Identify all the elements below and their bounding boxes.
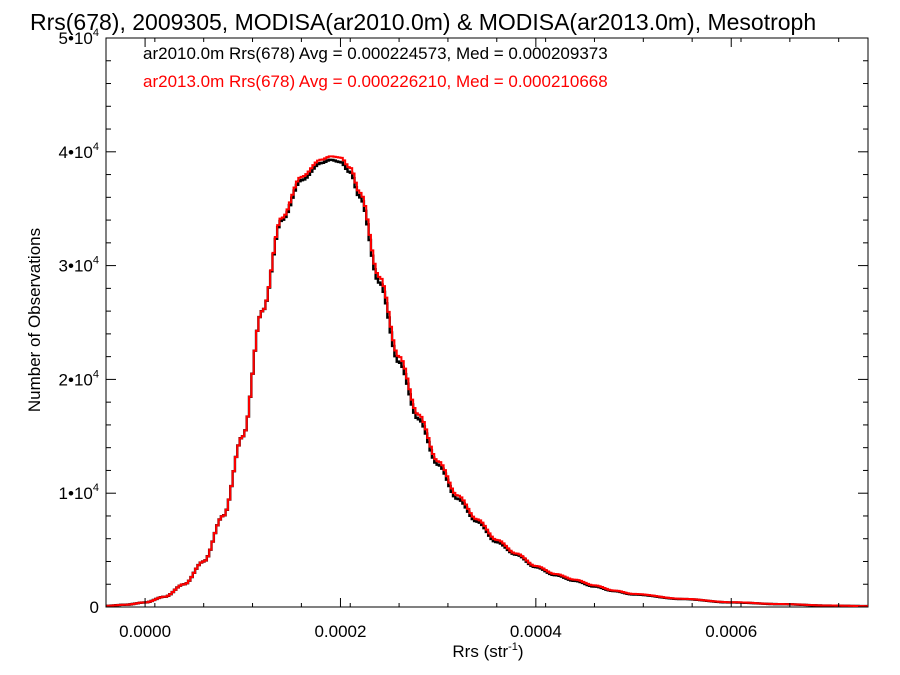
y-tick-label: 3•104 <box>59 255 99 276</box>
series-ar2010.0m <box>106 158 868 608</box>
y-tick-label: 4•104 <box>59 141 99 162</box>
y-axis-label: Number of Observations <box>25 228 44 412</box>
series-ar2013.0m <box>106 155 868 608</box>
y-tick-label: 5•104 <box>59 27 99 48</box>
y-tick-label: 2•104 <box>59 368 99 389</box>
x-tick-label: 0.0000 <box>119 622 171 641</box>
x-tick-label: 0.0002 <box>314 622 366 641</box>
annotation-1: ar2010.0m Rrs(678) Avg = 0.000224573, Me… <box>143 44 608 63</box>
x-axis-ticks: 0.0000 0.0002 0.0004 0.0006 <box>105 38 840 641</box>
annotation-2: ar2013.0m Rrs(678) Avg = 0.000226210, Me… <box>143 72 608 91</box>
x-tick-label: 0.0006 <box>705 622 757 641</box>
x-tick-label: 0.0004 <box>510 622 562 641</box>
y-axis-ticks: 0 1•104 2•104 3•104 4•104 5•104 <box>59 27 868 617</box>
series-layer <box>106 155 868 608</box>
chart-title: Rrs(678), 2009305, MODISA(ar2010.0m) & M… <box>30 9 816 35</box>
y-tick-label: 1•104 <box>59 482 99 503</box>
plot-frame <box>105 37 869 608</box>
annotations: ar2010.0m Rrs(678) Avg = 0.000224573, Me… <box>143 44 608 91</box>
y-tick-label: 0 <box>90 598 99 617</box>
x-axis-label: Rrs (str-1) <box>452 641 523 661</box>
plot-area: 0.0000 0.0002 0.0004 0.0006 0 1•104 2•104 3•10… <box>59 27 869 641</box>
